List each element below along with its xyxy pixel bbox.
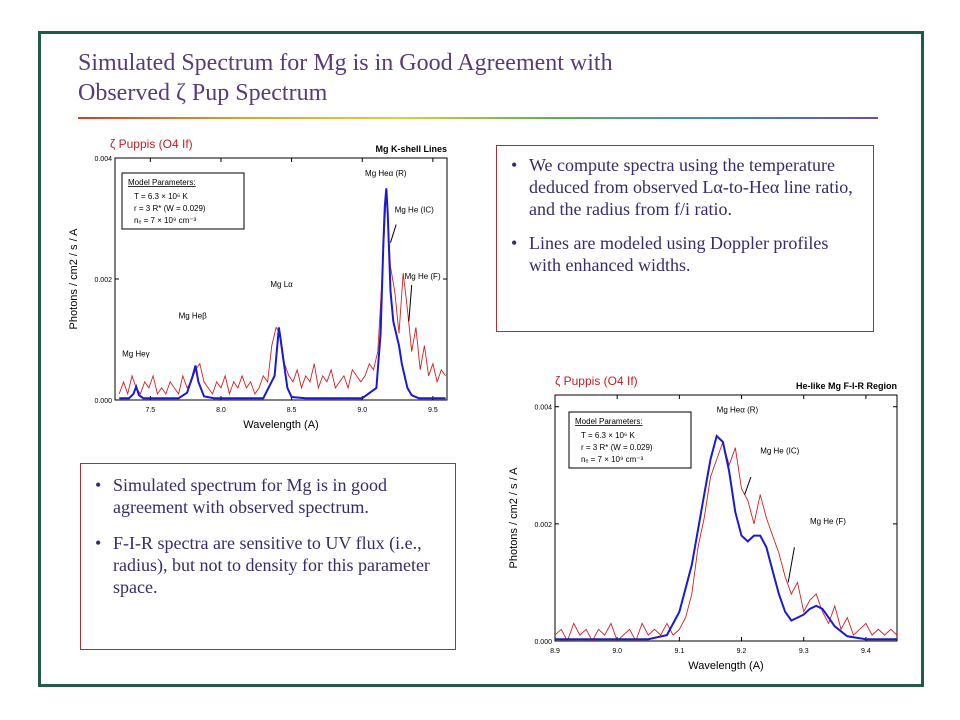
series-simulated [119, 188, 446, 400]
series-simulated [555, 434, 897, 641]
chart-title: Mg K-shell Lines [375, 144, 447, 154]
chart-title: He-like Mg F-I-R Region [796, 381, 897, 391]
line-label: Mg Heγ [122, 349, 150, 358]
model-param-line: r = 3 R* (W = 0.029) [134, 204, 206, 213]
text-box-1: We compute spectra using the temperature… [496, 145, 874, 332]
series-observed [555, 440, 897, 641]
chart-mg-fir: 8.9 9.0 9.1 9.2 9.3 9.4 0.000 0.002 0.004 Wavelen… [508, 374, 898, 672]
y-axis-label: Photons / cm2 / s / A [68, 228, 80, 330]
y-tick-label: 0.004 [94, 156, 112, 163]
x-tick-label: 9.0 [357, 407, 367, 414]
x-tick-label: 9.1 [674, 648, 684, 655]
annotation-line [744, 476, 752, 495]
x-tick-label: 8.9 [550, 648, 560, 655]
model-params-heading: Model Parameters: [575, 417, 643, 426]
slide-title: Simulated Spectrum for Mg is in Good Agr… [78, 48, 878, 108]
model-params-box [568, 411, 692, 469]
line-label: Mg He (IC) [760, 447, 799, 456]
model-params-heading: Model Parameters: [128, 178, 196, 187]
plot-area [554, 394, 898, 642]
y-tick-label: 0.002 [534, 522, 552, 529]
x-axis-label: Wavelength (A) [688, 660, 763, 672]
source-label: ζ Puppis (O4 If) [110, 137, 193, 151]
x-tick-label: 9.2 [737, 648, 747, 655]
chart-mg-k-shell: 7.5 8.0 8.5 9.0 9.5 0.000 0.002 0.004 Wavelength… [68, 137, 448, 431]
source-label: ζ Puppis (O4 If) [555, 374, 638, 388]
x-tick-label: 8.5 [287, 407, 297, 414]
model-param-line: nₑ = 7 × 10⁹ cm⁻³ [134, 216, 197, 225]
text-box-2: Simulated spectrum for Mg is in good agr… [80, 463, 456, 650]
bullet-item: Simulated spectrum for Mg is in good agr… [91, 474, 445, 518]
x-tick-label: 9.0 [612, 648, 622, 655]
slide-frame [38, 31, 924, 687]
line-label: Mg He (F) [405, 272, 441, 281]
model-param-line: r = 3 R* (W = 0.029) [581, 443, 653, 452]
y-tick-label: 0.000 [94, 398, 112, 405]
x-tick-label: 9.5 [428, 407, 438, 414]
annotation-line [390, 224, 397, 243]
line-label: Mg He (F) [810, 517, 846, 526]
y-tick-label: 0.002 [94, 277, 112, 284]
y-tick-label: 0.000 [534, 639, 552, 646]
title-line-1: Simulated Spectrum for Mg is in Good Agr… [78, 50, 613, 76]
model-param-line: nₑ = 7 × 10⁹ cm⁻³ [581, 455, 644, 464]
line-label: Mg Heα (R) [717, 406, 759, 415]
y-axis-label: Photons / cm2 / s / A [508, 467, 520, 569]
model-param-line: T = 6.3 × 10⁶ K [134, 192, 189, 201]
x-tick-label: 8.0 [216, 407, 226, 414]
line-label: Mg He (IC) [395, 205, 434, 214]
x-tick-label: 9.4 [861, 648, 871, 655]
model-params-box [121, 172, 245, 230]
y-tick-label: 0.004 [534, 405, 552, 412]
line-label: Mg Heβ [179, 311, 208, 320]
bullet-item: Lines are modeled using Doppler profiles… [507, 232, 863, 276]
title-rule [78, 117, 878, 119]
x-axis-label: Wavelength (A) [243, 419, 318, 431]
line-label: Mg Lα [270, 280, 293, 289]
bullet-item: F-I-R spectra are sensitive to UV flux (… [91, 532, 445, 598]
bullet-item: We compute spectra using the temperature… [507, 154, 863, 220]
title-line-2: Observed ζ Pup Spectrum [78, 80, 328, 106]
model-param-line: T = 6.3 × 10⁶ K [581, 431, 636, 440]
x-tick-label: 9.3 [799, 648, 809, 655]
x-tick-label: 7.5 [145, 407, 155, 414]
annotation-line [787, 547, 795, 583]
line-label: Mg Heα (R) [365, 169, 407, 178]
annotation-line [408, 285, 413, 322]
